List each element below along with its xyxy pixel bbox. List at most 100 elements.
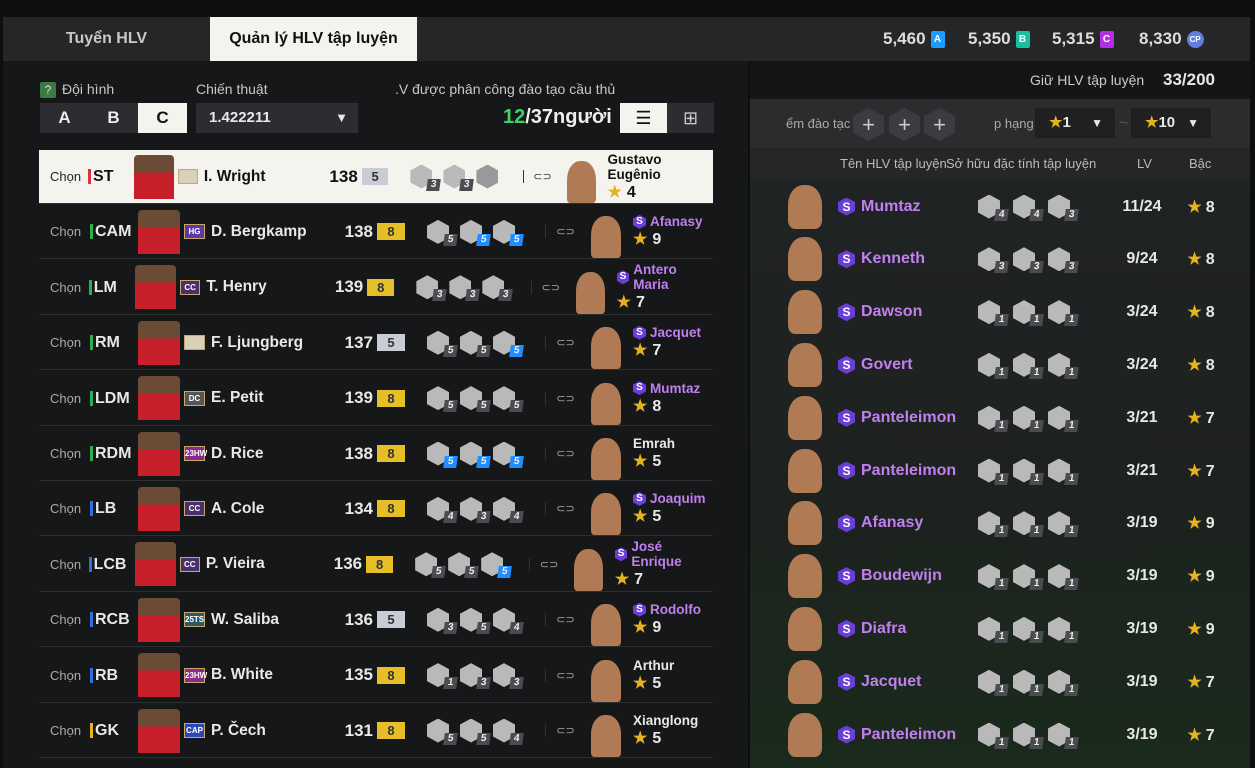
training-trait-icon: 1	[427, 663, 458, 690]
coach-row[interactable]: S Kenneth 3 3 3 9/24 ★ 8	[750, 233, 1250, 286]
player-row[interactable]: Chọn GK CAP P. Čech 131 8 5 5 4 ⊂⊃ Xianglong ★ 5	[39, 704, 713, 758]
coach-row[interactable]: S Dawson 1 1 1 3/24 ★ 8	[750, 286, 1250, 339]
choose-button[interactable]: Chọn	[50, 556, 82, 572]
player-row[interactable]: Chọn CAM HG D. Bergkamp 138 8 5 5 5 ⊂⊃ S Afanasy ★ 9	[39, 205, 713, 260]
choose-button[interactable]: Chọn	[50, 501, 82, 517]
star-icon: ★	[1187, 673, 1202, 691]
coach-row[interactable]: S Afanasy 1 1 1 3/19 ★ 9	[750, 497, 1250, 550]
choose-button[interactable]: Chọn	[50, 224, 82, 240]
coach-row[interactable]: S Jacquet 1 1 1 3/19 ★ 7	[750, 655, 1250, 708]
player-row[interactable]: Chọn LCB CC P. Vieira 136 8 5 5 5 ⊂⊃ S José Enrique…	[39, 538, 713, 592]
add-trait-filter-1[interactable]: +	[853, 108, 884, 141]
choose-button[interactable]: Chọn	[50, 723, 82, 738]
coach-name: S Mumtaz	[633, 381, 700, 396]
coach-row[interactable]: S Panteleimon 1 1 1 3/21 ★ 7	[750, 444, 1250, 497]
player-photo	[138, 708, 180, 753]
player-row[interactable]: Chọn LDM DC E. Petit 139 8 5 5 5 ⊂⊃ S Mumtaz ★ 8	[39, 372, 713, 426]
tab-recruit-coach[interactable]: Tuyển HLV	[65, 30, 148, 47]
add-trait-filter-2[interactable]: +	[889, 108, 920, 141]
coach-avatar	[788, 395, 822, 440]
assigned-coach[interactable]: S Afanasy ★ 9	[633, 214, 703, 249]
link-icon[interactable]: ⊂⊃	[522, 170, 561, 183]
coach-name-text: José Enrique	[631, 539, 682, 570]
training-trait-icon: 3	[410, 164, 442, 191]
range-separator: ~	[1119, 115, 1129, 132]
player-name: E. Petit	[211, 389, 264, 407]
position-label: LB	[90, 501, 138, 517]
formation-a-button[interactable]: A	[58, 108, 71, 127]
coach-row[interactable]: S Diafra 1 1 1 3/19 ★ 9	[750, 602, 1250, 655]
assigned-coach[interactable]: Emrah ★ 5	[633, 436, 675, 471]
assigned-coach[interactable]: Arthur ★ 5	[633, 658, 674, 693]
player-row[interactable]: Chọn ST I. Wright 138 5 3 3 ⊂⊃ Gustavo Eugênio ★ 4	[39, 150, 713, 204]
player-row[interactable]: Chọn RCB 25TS W. Saliba 136 5 3 5 4 ⊂⊃ S Rodolfo ★ 9	[39, 593, 713, 648]
link-icon[interactable]: ⊂⊃	[545, 724, 585, 737]
coach-row[interactable]: S Govert 1 1 1 3/24 ★ 8	[750, 338, 1250, 391]
link-icon[interactable]: ⊂⊃	[530, 280, 570, 294]
help-icon[interactable]: ?	[40, 82, 56, 98]
coach-row[interactable]: S Panteleimon 1 1 1 3/21 ★ 7	[750, 391, 1250, 444]
rank-from-dropdown[interactable]: ★1 ▼	[1035, 108, 1115, 138]
coach-name-text: Diafra	[861, 619, 907, 637]
player-row[interactable]: Chọn LM CC T. Henry 139 8 3 3 3 ⊂⊃ S Antero Maria ★ 7	[39, 261, 713, 315]
formation-c-button[interactable]: C	[138, 103, 187, 133]
coach-name-text: Boudewijn	[861, 567, 942, 585]
choose-button[interactable]: Chọn	[50, 446, 82, 461]
coach-name: Emrah	[633, 436, 675, 451]
link-icon[interactable]: ⊂⊃	[545, 613, 585, 627]
coach-star-value: 7	[1205, 726, 1215, 744]
player-row[interactable]: Chọn RDM 23HW D. Rice 138 8 5 5 5 ⊂⊃ Emrah ★ 5	[39, 427, 713, 481]
season-badge: DC	[184, 390, 205, 406]
coach-star-value: 4	[626, 183, 636, 201]
assigned-coach[interactable]: Xianglong ★ 5	[633, 713, 698, 748]
coach-row[interactable]: S Boudewijn 1 1 1 3/19 ★ 9	[750, 550, 1250, 603]
player-row[interactable]: Chọn LB CC A. Cole 134 8 4 3 4 ⊂⊃ S Joaquim ★ 5	[39, 482, 713, 537]
choose-button[interactable]: Chọn	[50, 612, 82, 628]
link-icon[interactable]: ⊂⊃	[545, 391, 585, 405]
coach-name-text: Xianglong	[633, 713, 699, 728]
training-trait-icon: 1	[978, 300, 1009, 327]
rank-to-dropdown[interactable]: ★10 ▼	[1131, 108, 1211, 138]
coach-row[interactable]: S Mumtaz 4 4 3 11/24 ★ 8	[750, 180, 1250, 233]
assigned-coach[interactable]: S Jacquet ★ 7	[633, 325, 701, 360]
choose-button[interactable]: Chọn	[50, 169, 82, 184]
list-view-button[interactable]: ☰	[620, 103, 667, 133]
season-badge: CC	[184, 501, 205, 517]
pitch-view-button[interactable]: ⊞	[667, 103, 714, 133]
coach-traits: 4 4 3	[978, 194, 1098, 221]
coach-capacity-bar: Giữ HLV tập luyện 33/200	[750, 61, 1250, 99]
link-icon[interactable]: ⊂⊃	[545, 447, 585, 460]
link-icon[interactable]: ⊂⊃	[545, 336, 585, 350]
coach-traits: 1 1 1	[978, 669, 1098, 696]
tactic-dropdown[interactable]: 1.422211 ▼	[196, 103, 358, 133]
assigned-coach[interactable]: Gustavo Eugênio ★ 4	[608, 152, 714, 202]
link-icon[interactable]: ⊂⊃	[529, 557, 568, 571]
formation-selector: A B C	[40, 103, 187, 133]
choose-button[interactable]: Chọn	[50, 667, 82, 683]
choose-button[interactable]: Chọn	[50, 390, 82, 406]
player-row[interactable]: Chọn RB 23HW B. White 135 8 1 3 3 ⊂⊃ Arthur ★ 5	[39, 649, 713, 703]
assigned-coach[interactable]: S Mumtaz ★ 8	[633, 381, 700, 416]
coach-stars: ★ 5	[633, 673, 674, 693]
player-row[interactable]: Chọn RM F. Ljungberg 137 5 5 5 5 ⊂⊃ S Jacquet ★ 7	[39, 316, 713, 371]
coach-level: 3/19	[1126, 725, 1158, 743]
tab-manage-coach[interactable]: Quản lý HLV tập luyện	[210, 17, 417, 61]
assigned-coach[interactable]: S Joaquim ★ 5	[633, 491, 706, 526]
link-icon[interactable]: ⊂⊃	[545, 225, 585, 239]
coach-row[interactable]: S Panteleimon 1 1 1 3/19 ★ 7	[750, 708, 1250, 761]
trait-level: 4	[994, 208, 1009, 221]
training-trait-icon: 3	[1048, 194, 1079, 221]
coach-name: S Joaquim	[633, 491, 706, 506]
assigned-coach[interactable]: S José Enrique ★ 7	[614, 539, 713, 589]
special-coach-icon: S	[838, 197, 855, 216]
link-icon[interactable]: ⊂⊃	[545, 668, 585, 682]
formation-b-button[interactable]: B	[107, 108, 120, 127]
assigned-coach[interactable]: S Rodolfo ★ 9	[633, 602, 701, 637]
choose-button[interactable]: Chọn	[50, 279, 82, 295]
link-icon[interactable]: ⊂⊃	[545, 502, 585, 516]
coach-stars: ★ 7	[1176, 461, 1226, 481]
add-trait-filter-3[interactable]: +	[924, 108, 955, 141]
assigned-coach[interactable]: S Antero Maria ★ 7	[616, 262, 713, 312]
training-trait-icon: 4	[493, 718, 524, 745]
choose-button[interactable]: Chọn	[50, 335, 82, 351]
